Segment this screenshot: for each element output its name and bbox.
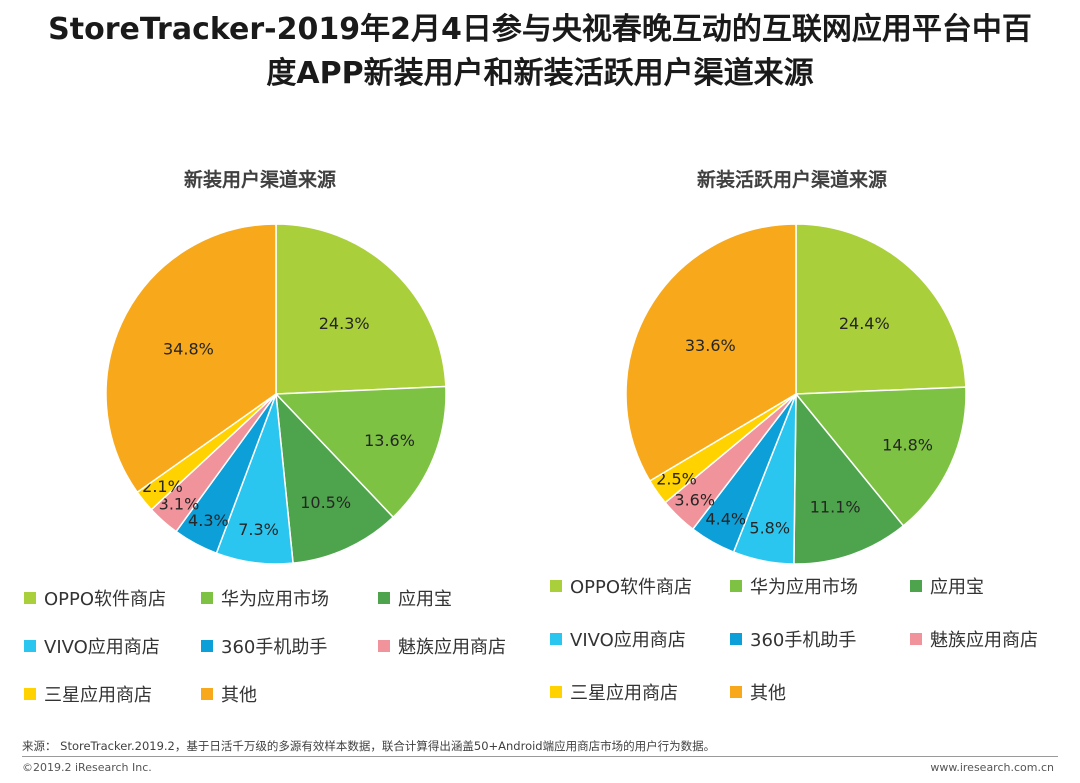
pie-slice-huawei xyxy=(274,385,447,519)
pie-slice-yingyongbao xyxy=(275,391,395,564)
legend-swatch xyxy=(550,686,562,698)
legend-new-users: OPPO软件商店 华为应用市场 应用宝 VIVO应用商店 360手机助手 魅族应用商店三星… xyxy=(24,585,544,715)
legend-label: VIVO应用商店 xyxy=(570,630,686,651)
legend-swatch xyxy=(24,592,36,604)
page-title: StoreTracker-2019年2月4日参与央视春晚互动的互联网应用平台中百… xyxy=(20,8,1060,96)
legend-label: OPPO软件商店 xyxy=(44,589,167,610)
source-note: 来源： StoreTracker.2019.2，基于日活千万级的多源有效样本数据… xyxy=(22,739,716,753)
pie-slice-other xyxy=(625,223,797,482)
legend-swatch xyxy=(24,640,36,652)
legend-swatch xyxy=(730,633,742,645)
legend-label: 华为应用市场 xyxy=(221,589,329,610)
legend-swatch xyxy=(730,686,742,698)
data-label-other: 33.6% xyxy=(685,336,736,355)
legend-swatch xyxy=(910,580,922,592)
legend-swatch xyxy=(201,592,213,604)
website-text: www.iresearch.com.cn xyxy=(930,761,1054,774)
legend-item-yingyongbao: 应用宝 xyxy=(378,585,452,611)
legend-new-active-users: OPPO软件商店 华为应用市场 应用宝 VIVO应用商店 360手机助手 魅族应用商店三星… xyxy=(550,573,1070,705)
legend-label: 其他 xyxy=(750,683,786,704)
legend-item-yingyongbao: 应用宝 xyxy=(910,573,984,599)
pie-slice-other xyxy=(105,223,277,494)
legend-swatch xyxy=(550,633,562,645)
legend-swatch xyxy=(730,580,742,592)
pie-slice-oppo xyxy=(275,223,447,395)
pie-slice-oppo xyxy=(795,223,967,395)
legend-swatch xyxy=(201,640,213,652)
pie-chart-new-users: 24.3%13.6%10.5%7.3%4.3%3.1%2.1%34.8% xyxy=(105,223,447,565)
legend-item-oppo: OPPO软件商店 xyxy=(550,573,692,599)
legend-label: 应用宝 xyxy=(398,589,452,610)
legend-label: OPPO软件商店 xyxy=(570,577,693,598)
legend-swatch xyxy=(201,688,213,700)
copyright-text: ©2019.2 iResearch Inc. xyxy=(22,761,152,774)
legend-label: 应用宝 xyxy=(930,577,984,598)
legend-item-360: 360手机助手 xyxy=(201,633,327,659)
legend-swatch xyxy=(378,640,390,652)
legend-label: 三星应用商店 xyxy=(570,683,678,704)
legend-label: 360手机助手 xyxy=(750,630,857,651)
footer-divider xyxy=(22,756,1058,757)
data-label-360: 4.4% xyxy=(705,509,746,528)
legend-swatch xyxy=(910,633,922,645)
legend-swatch xyxy=(550,580,562,592)
pie-slice-huawei xyxy=(794,386,967,527)
data-label-yingyongbao: 11.1% xyxy=(810,497,861,516)
data-label-huawei: 14.8% xyxy=(882,435,933,454)
legend-item-meizu: 魅族应用商店 xyxy=(378,633,506,659)
data-label-360: 4.3% xyxy=(188,511,229,530)
chart-title-new-active-users: 新装活跃用户渠道来源 xyxy=(696,169,887,191)
legend-item-huawei: 华为应用市场 xyxy=(730,573,858,599)
data-label-oppo: 24.4% xyxy=(839,314,890,333)
legend-label: VIVO应用商店 xyxy=(44,637,160,658)
legend-label: 华为应用市场 xyxy=(750,577,858,598)
data-label-meizu: 3.6% xyxy=(674,490,715,509)
legend-item-vivo: VIVO应用商店 xyxy=(24,633,160,659)
data-label-vivo: 7.3% xyxy=(238,520,279,539)
legend-swatch xyxy=(24,688,36,700)
legend-label: 其他 xyxy=(221,685,257,706)
data-label-yingyongbao: 10.5% xyxy=(300,493,351,512)
data-label-meizu: 3.1% xyxy=(159,494,200,513)
legend-label: 魅族应用商店 xyxy=(398,637,506,658)
data-label-other: 34.8% xyxy=(163,340,214,359)
data-label-samsung: 2.5% xyxy=(656,469,697,488)
title-line-1: StoreTracker-2019年2月4日参与央视春晚互动的互联网应用平台中百 xyxy=(48,12,1032,47)
legend-item-meizu: 魅族应用商店 xyxy=(910,626,1038,652)
legend-item-other: 其他 xyxy=(201,681,257,707)
legend-item-other: 其他 xyxy=(730,679,786,705)
legend-label: 360手机助手 xyxy=(221,637,328,658)
pie-slice-yingyongbao xyxy=(793,391,905,565)
legend-item-samsung: 三星应用商店 xyxy=(24,681,152,707)
legend-item-360: 360手机助手 xyxy=(730,626,856,652)
pie-chart-new-active-users: 24.4% 14.8% 11.1% 5.8%4.4%3.6% 2.5% 33.6% xyxy=(625,223,967,565)
legend-swatch xyxy=(378,592,390,604)
title-line-2: 度APP新装用户和新装活跃用户渠道来源 xyxy=(266,56,814,91)
data-label-huawei: 13.6% xyxy=(364,431,415,450)
data-label-vivo: 5.8% xyxy=(749,518,790,537)
legend-label: 魅族应用商店 xyxy=(930,630,1038,651)
legend-item-oppo: OPPO软件商店 xyxy=(24,585,166,611)
data-label-oppo: 24.3% xyxy=(319,314,370,333)
legend-item-samsung: 三星应用商店 xyxy=(550,679,678,705)
legend-label: 三星应用商店 xyxy=(44,685,152,706)
legend-item-huawei: 华为应用市场 xyxy=(201,585,329,611)
chart-title-new-users: 新装用户渠道来源 xyxy=(183,169,336,191)
legend-item-vivo: VIVO应用商店 xyxy=(550,626,686,652)
